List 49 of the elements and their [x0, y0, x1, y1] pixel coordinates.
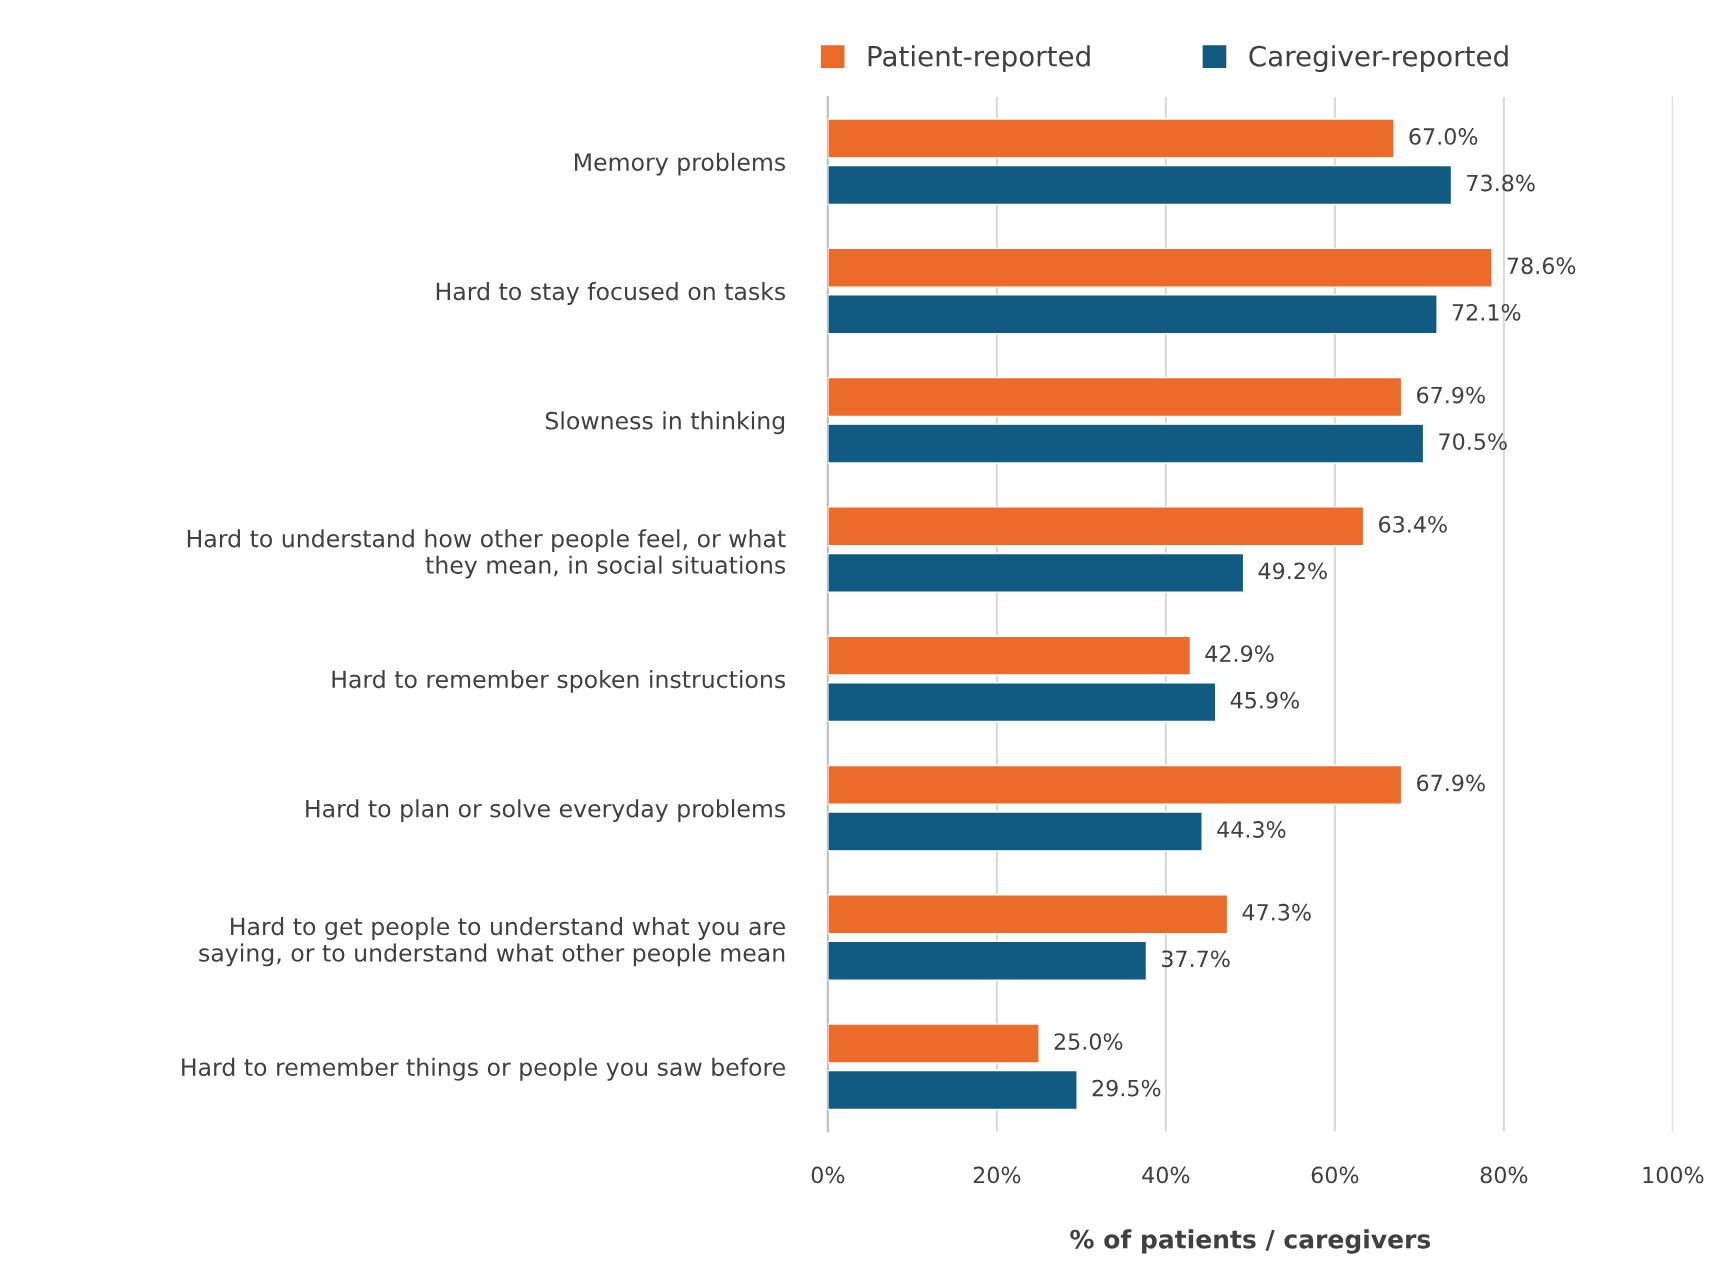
bar	[827, 164, 1453, 206]
bar	[827, 506, 1365, 547]
y-tick-label: Hard to get people to understand what you are saying, or to understand what other people mean	[199, 917, 785, 967]
x-tick-label: 100%	[1643, 1166, 1704, 1184]
y-tick-label: Hard to remember spoken instructions	[332, 669, 786, 693]
data-label: 70.5%	[1439, 433, 1507, 451]
y-tick-label: Hard to plan or solve everyday problems	[306, 799, 786, 823]
y-tick-label: Hard to remember things or people you saw before	[182, 1057, 785, 1081]
x-tick-label: 80%	[1480, 1166, 1528, 1184]
y-tick-label: Slowness in thinking	[545, 411, 785, 435]
data-label: 63.4%	[1379, 515, 1447, 533]
bar	[827, 1023, 1040, 1064]
data-label: 67.9%	[1417, 386, 1485, 404]
bar	[827, 764, 1403, 805]
bar	[827, 118, 1395, 159]
data-label: 49.2%	[1258, 562, 1327, 580]
bar	[827, 552, 1245, 593]
data-label: 45.9%	[1230, 691, 1299, 709]
x-tick-label: 20%	[973, 1166, 1021, 1184]
bar	[827, 682, 1217, 723]
bar	[827, 811, 1203, 852]
data-label: 42.9%	[1205, 645, 1274, 663]
data-label: 73.8%	[1467, 174, 1535, 192]
data-label: 67.0%	[1409, 128, 1478, 145]
bar	[827, 376, 1403, 418]
legend-label: Caregiver-reported	[1249, 45, 1508, 73]
x-tick-label: 60%	[1311, 1166, 1359, 1184]
bar	[827, 635, 1192, 676]
data-label: 44.3%	[1217, 821, 1286, 838]
bar	[827, 1069, 1078, 1111]
data-label: 78.6%	[1507, 257, 1576, 275]
x-axis-title: % of patients / caregivers	[1070, 1229, 1431, 1254]
x-tick-label: 40%	[1142, 1166, 1190, 1184]
bar	[827, 294, 1438, 335]
bar	[827, 940, 1148, 981]
data-label: 47.3%	[1242, 903, 1311, 921]
data-label: 29.5%	[1092, 1079, 1161, 1097]
x-tick-label: 0%	[811, 1166, 845, 1184]
y-tick-label: Hard to stay focused on tasks	[436, 282, 786, 305]
data-label: 67.9%	[1417, 774, 1485, 792]
y-tick-label: Hard to understand how other people feel, or what they mean, in social situations	[187, 529, 786, 579]
data-label: 25.0%	[1054, 1033, 1123, 1050]
data-label: 37.7%	[1162, 950, 1230, 968]
bar	[827, 894, 1229, 935]
y-tick-label: Memory problems	[574, 152, 786, 176]
data-label: 72.1%	[1452, 303, 1521, 321]
legend-label: Patient-reported	[868, 45, 1090, 73]
bar	[827, 423, 1425, 464]
bar	[827, 247, 1493, 288]
